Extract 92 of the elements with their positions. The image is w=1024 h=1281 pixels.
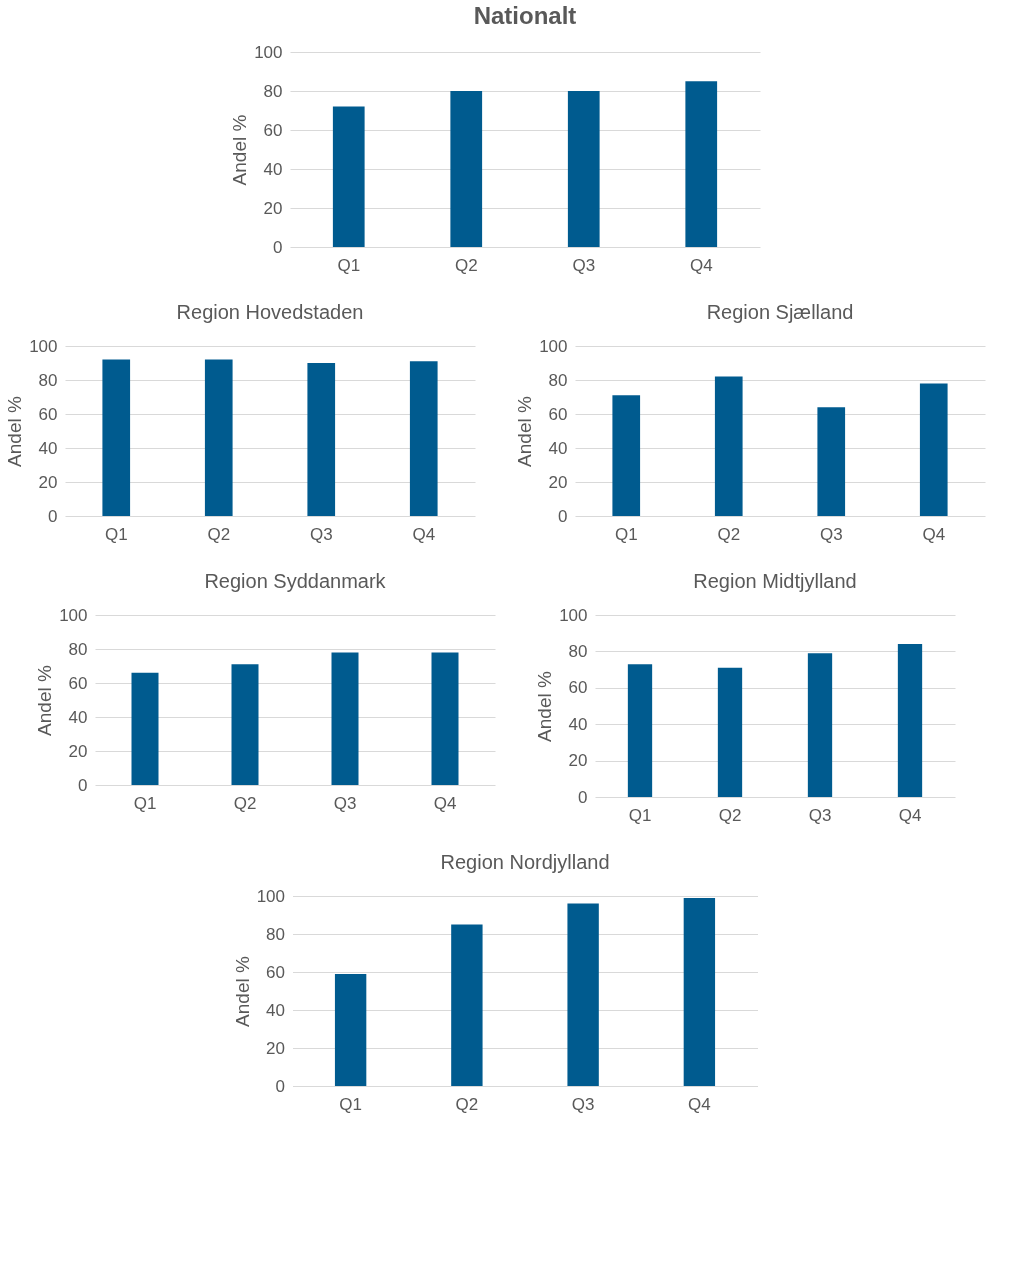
chart-title: Nationalt <box>473 2 577 29</box>
bar <box>567 903 599 1086</box>
chart-title: Region Sjælland <box>706 301 854 323</box>
y-tick-label: 60 <box>568 678 588 698</box>
y-tick-label: 20 <box>38 472 58 492</box>
y-tick-label: 80 <box>266 924 285 944</box>
bar <box>714 376 743 516</box>
bar <box>685 81 718 247</box>
y-axis-title: Andel % <box>4 396 26 467</box>
x-tick-label: Q1 <box>628 805 652 825</box>
y-tick-label: 80 <box>38 370 58 390</box>
x-tick-label: Q4 <box>688 1094 711 1114</box>
bar <box>332 106 365 247</box>
y-tick-label: 60 <box>38 404 58 424</box>
y-tick-label: 40 <box>68 707 88 727</box>
y-tick-label: 40 <box>548 438 568 458</box>
chart-title: Region Hovedstaden <box>176 301 364 323</box>
chart-title: Region Midtjylland <box>693 570 857 592</box>
y-axis-title: Andel % <box>534 671 556 742</box>
y-tick-label: 20 <box>263 198 283 218</box>
bar <box>612 395 641 516</box>
x-tick-label: Q3 <box>819 524 843 544</box>
x-tick-label: Q1 <box>614 524 638 544</box>
y-tick-label: 100 <box>254 42 283 62</box>
y-axis-title: Andel % <box>229 114 251 186</box>
y-tick-label: 100 <box>256 886 285 906</box>
y-tick-label: 0 <box>578 787 588 807</box>
x-tick-label: Q3 <box>333 793 357 813</box>
x-tick-label: Q2 <box>718 805 742 825</box>
x-tick-label: Q4 <box>412 524 436 544</box>
y-tick-label: 60 <box>263 120 283 140</box>
bar <box>451 924 483 1086</box>
y-tick-label: 40 <box>38 438 58 458</box>
y-tick-label: 80 <box>68 639 88 659</box>
x-tick-label: Q2 <box>455 1094 479 1114</box>
bar <box>919 383 948 516</box>
x-tick-label: Q2 <box>233 793 257 813</box>
y-tick-label: 0 <box>558 506 568 526</box>
bar <box>131 672 159 785</box>
y-tick-label: 60 <box>548 404 568 424</box>
bar <box>567 91 600 247</box>
y-tick-label: 80 <box>263 81 283 101</box>
y-tick-label: 20 <box>68 741 88 761</box>
y-tick-label: 0 <box>48 506 58 526</box>
y-axis-title: Andel % <box>34 665 56 736</box>
bar <box>717 667 743 797</box>
x-tick-label: Q3 <box>572 255 596 275</box>
bar <box>897 644 923 797</box>
x-tick-label: Q1 <box>104 524 128 544</box>
x-tick-label: Q4 <box>922 524 946 544</box>
bar <box>431 652 459 785</box>
y-tick-label: 20 <box>266 1038 285 1058</box>
bar <box>334 973 367 1086</box>
x-tick-label: Q2 <box>717 524 741 544</box>
x-tick-label: Q3 <box>309 524 333 544</box>
x-tick-label: Q1 <box>339 1094 362 1114</box>
x-tick-label: Q1 <box>133 793 157 813</box>
bar <box>331 652 359 785</box>
x-tick-label: Q4 <box>898 805 922 825</box>
bar <box>231 664 259 785</box>
bar <box>450 91 483 247</box>
bar <box>807 653 833 797</box>
y-tick-label: 60 <box>68 673 88 693</box>
y-tick-label: 100 <box>29 336 58 356</box>
y-tick-label: 100 <box>539 336 568 356</box>
y-tick-label: 20 <box>568 751 588 771</box>
y-tick-label: 80 <box>568 641 588 661</box>
y-tick-label: 100 <box>59 605 88 625</box>
y-tick-label: 60 <box>266 962 285 982</box>
x-tick-label: Q4 <box>689 255 713 275</box>
chart-title: Region Nordjylland <box>440 851 610 873</box>
y-tick-label: 0 <box>275 1076 285 1096</box>
bar <box>627 664 653 797</box>
bar <box>817 407 846 516</box>
x-tick-label: Q4 <box>433 793 457 813</box>
x-tick-label: Q1 <box>337 255 361 275</box>
x-tick-label: Q3 <box>808 805 832 825</box>
y-axis-title: Andel % <box>231 956 253 1027</box>
x-tick-label: Q2 <box>207 524 231 544</box>
y-tick-label: 0 <box>273 237 283 257</box>
bar <box>683 897 716 1086</box>
y-tick-label: 20 <box>548 472 568 492</box>
y-tick-label: 40 <box>266 1000 285 1020</box>
y-tick-label: 40 <box>263 159 283 179</box>
y-tick-label: 0 <box>78 775 88 795</box>
y-tick-label: 100 <box>559 605 588 625</box>
x-tick-label: Q2 <box>454 255 478 275</box>
y-tick-label: 80 <box>548 370 568 390</box>
y-tick-label: 40 <box>568 714 588 734</box>
x-tick-label: Q3 <box>571 1094 595 1114</box>
y-axis-title: Andel % <box>514 396 536 467</box>
chart-title: Region Syddanmark <box>204 570 387 592</box>
